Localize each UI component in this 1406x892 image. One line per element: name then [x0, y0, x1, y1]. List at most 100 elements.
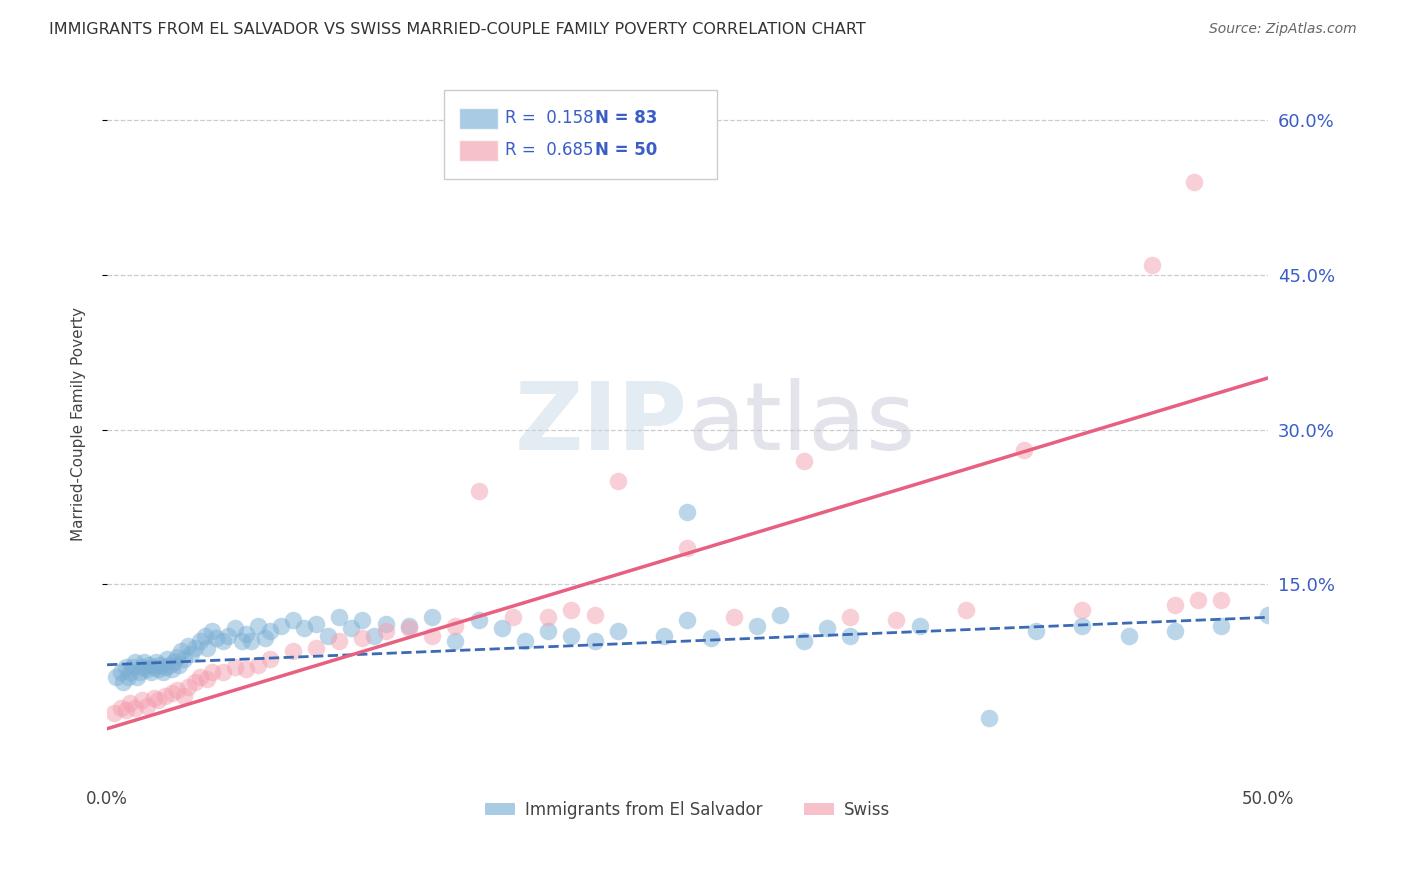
Point — [110, 701, 132, 715]
FancyBboxPatch shape — [458, 108, 498, 129]
Point — [270, 618, 292, 632]
Point — [153, 660, 176, 674]
Point — [908, 618, 931, 632]
Point — [142, 660, 165, 674]
Point — [128, 665, 150, 679]
Point — [120, 665, 142, 679]
Point — [259, 624, 281, 638]
Point — [114, 703, 136, 717]
Point — [793, 634, 815, 648]
Point — [200, 624, 222, 638]
Point — [153, 689, 176, 703]
Point — [886, 614, 908, 628]
Point — [352, 631, 374, 645]
Point — [676, 505, 699, 519]
Point — [420, 629, 443, 643]
Text: ZIP: ZIP — [515, 378, 688, 470]
Point — [1164, 624, 1187, 638]
Point — [212, 634, 235, 648]
Point — [583, 634, 606, 648]
Point — [246, 618, 269, 632]
Point — [156, 651, 179, 665]
Point — [205, 631, 228, 645]
Point — [606, 624, 628, 638]
Point — [195, 641, 218, 656]
Point — [502, 610, 524, 624]
Point — [146, 662, 169, 676]
Point — [606, 474, 628, 488]
Point — [723, 610, 745, 624]
Point — [166, 682, 188, 697]
Point — [1140, 258, 1163, 272]
Point — [134, 655, 156, 669]
Point — [259, 651, 281, 665]
Point — [120, 696, 142, 710]
Point — [184, 641, 207, 656]
Point — [769, 608, 792, 623]
Point — [231, 634, 253, 648]
Point — [224, 621, 246, 635]
Point — [200, 665, 222, 679]
Point — [180, 648, 202, 662]
Point — [124, 655, 146, 669]
FancyBboxPatch shape — [458, 140, 498, 161]
Point — [114, 660, 136, 674]
Text: Source: ZipAtlas.com: Source: ZipAtlas.com — [1209, 22, 1357, 37]
Point — [195, 672, 218, 686]
Point — [1164, 598, 1187, 612]
FancyBboxPatch shape — [444, 90, 717, 178]
Point — [491, 621, 513, 635]
Point — [699, 631, 721, 645]
Point — [1187, 592, 1209, 607]
Point — [235, 662, 257, 676]
Point — [305, 641, 328, 656]
Point — [420, 610, 443, 624]
Point — [467, 614, 489, 628]
Point — [149, 657, 172, 672]
Point — [1071, 618, 1094, 632]
Point — [444, 618, 467, 632]
Point — [103, 706, 125, 721]
Point — [1257, 608, 1279, 623]
Text: R =  0.685: R = 0.685 — [505, 141, 593, 160]
Text: R =  0.158: R = 0.158 — [505, 110, 593, 128]
Point — [1211, 618, 1233, 632]
Point — [235, 627, 257, 641]
Point — [444, 634, 467, 648]
Point — [110, 665, 132, 679]
Point — [676, 614, 699, 628]
Point — [1211, 592, 1233, 607]
Point — [138, 657, 160, 672]
Point — [281, 614, 304, 628]
Point — [955, 603, 977, 617]
Point — [127, 670, 149, 684]
Point — [793, 453, 815, 467]
Point — [152, 665, 174, 679]
Point — [142, 690, 165, 705]
Point — [815, 621, 838, 635]
Point — [212, 665, 235, 679]
Point — [305, 616, 328, 631]
Point — [560, 629, 582, 643]
Point — [194, 629, 217, 643]
Point — [513, 634, 536, 648]
Point — [979, 711, 1001, 725]
Point — [398, 618, 420, 632]
Point — [131, 693, 153, 707]
Point — [224, 660, 246, 674]
Point — [246, 657, 269, 672]
Point — [145, 655, 167, 669]
Point — [188, 634, 211, 648]
Point — [160, 662, 183, 676]
Point — [159, 657, 181, 672]
Point — [652, 629, 675, 643]
Point — [1071, 603, 1094, 617]
Point — [316, 629, 339, 643]
Point — [173, 689, 195, 703]
Point — [747, 618, 769, 632]
Point — [467, 484, 489, 499]
Point — [160, 685, 183, 699]
Point — [328, 610, 350, 624]
Point — [135, 699, 157, 714]
Point — [112, 675, 135, 690]
